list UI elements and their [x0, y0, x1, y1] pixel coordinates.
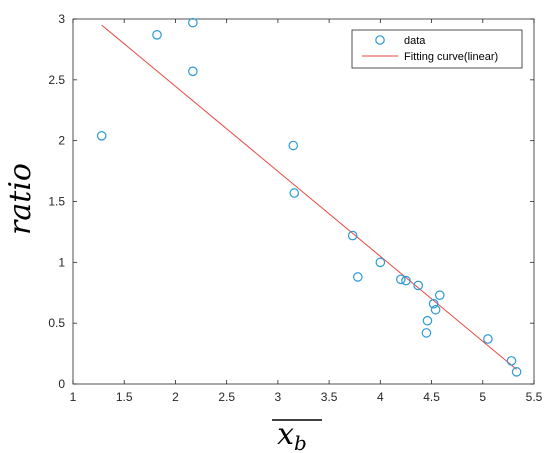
x-tick-label: 5.5 — [526, 390, 543, 404]
x-axis-title-subscript: b — [294, 431, 307, 453]
x-axis-title-main: x — [277, 417, 294, 452]
x-tick-label: 1.5 — [116, 390, 133, 404]
data-point — [401, 275, 411, 286]
data-point — [422, 315, 433, 326]
data-point — [430, 304, 441, 315]
data-point — [352, 272, 363, 282]
data-point — [188, 66, 198, 77]
data-point — [347, 230, 358, 241]
data-point — [483, 334, 493, 344]
y-tick-label: 2.5 — [48, 73, 65, 87]
data-point — [511, 367, 522, 377]
data-point — [288, 140, 299, 151]
data-point — [289, 188, 300, 198]
data-point — [413, 280, 424, 291]
fit-line-layer — [101, 24, 517, 370]
data-point — [506, 356, 517, 366]
x-tick-label: 3 — [275, 390, 282, 404]
y-axis: 0 0.5 1 1.5 2 2.5 3 — [48, 12, 534, 391]
x-tick-label: 4.5 — [423, 390, 440, 404]
x-tick-label: 2 — [172, 390, 179, 404]
data-markers-layer — [96, 17, 522, 377]
legend: data Fitting curve(linear) — [351, 29, 523, 69]
y-tick-label: 2 — [58, 134, 65, 148]
data-point — [152, 30, 162, 40]
x-axis: 1 1.5 2 2.5 3 3.5 4 4.5 5 5.5 — [70, 19, 543, 404]
x-tick-label: 3.5 — [321, 390, 338, 404]
plot-area — [72, 18, 535, 385]
x-tick-label: 4 — [377, 390, 384, 404]
data-point — [428, 298, 439, 309]
y-tick-label: 3 — [58, 12, 65, 26]
y-tick-label: 0.5 — [48, 316, 65, 330]
fit-line — [101, 24, 517, 370]
x-tick-label: 1 — [70, 390, 77, 404]
y-tick-label: 0 — [58, 377, 65, 391]
data-point — [188, 17, 198, 28]
legend-label-data: data — [404, 35, 426, 47]
x-tick-label: 2.5 — [218, 390, 235, 404]
x-axis-title-text: xb — [277, 417, 307, 453]
data-point — [396, 274, 406, 285]
y-tick-label: 1.5 — [48, 195, 65, 209]
data-point — [375, 257, 386, 268]
data-point — [96, 131, 107, 141]
plot-frame — [72, 18, 535, 385]
data-point — [421, 328, 432, 338]
x-tick-label: 5 — [479, 390, 486, 404]
y-tick-label: 1 — [58, 255, 65, 269]
legend-label-fit: Fitting curve(linear) — [404, 51, 498, 63]
x-axis-title: xb — [272, 417, 322, 453]
legend-marker-data — [375, 35, 385, 45]
data-point — [434, 290, 445, 300]
y-axis-title: ratio — [3, 163, 38, 235]
